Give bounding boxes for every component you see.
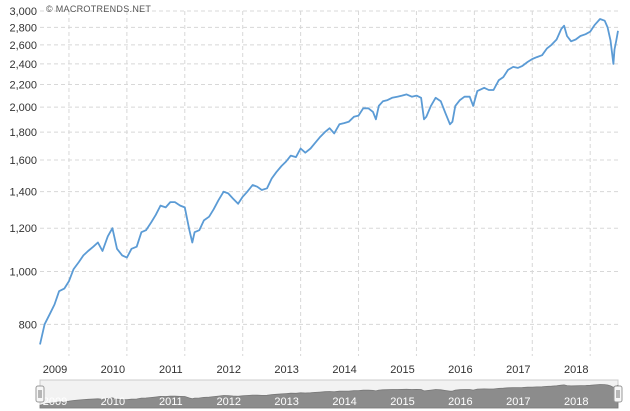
navigator-right-handle[interactable] (613, 385, 623, 403)
x-tick-label: 2011 (159, 364, 183, 376)
navigator-year-label: 2014 (332, 396, 356, 408)
navigator-year-label: 2016 (448, 396, 472, 408)
x-tick-label: 2012 (217, 364, 241, 376)
x-tick-label: 2010 (101, 364, 125, 376)
navigator-left-handle[interactable] (35, 385, 45, 403)
y-axis-tick-labels: 800 1,000 1,200 1,400 1,600 1,800 2,000 2,200 2,… (9, 6, 37, 331)
navigator-year-label: 2017 (506, 396, 530, 408)
y-tick-label: 800 (19, 319, 37, 331)
y-tick-label: 2,600 (9, 40, 37, 52)
navigator-year-label: 2012 (217, 396, 241, 408)
navigator-year-label: 2015 (390, 396, 414, 408)
y-tick-label: 1,800 (9, 127, 37, 139)
grip-handle-icon[interactable] (35, 385, 45, 403)
x-tick-label: 2018 (564, 364, 588, 376)
y-tick-label: 1,200 (9, 223, 37, 235)
navigator-year-label: 2009 (43, 396, 67, 408)
x-tick-label: 2015 (390, 364, 414, 376)
x-tick-label: 2013 (274, 364, 298, 376)
navigator-year-label: 2011 (159, 396, 183, 408)
x-tick-label: 2017 (506, 364, 530, 376)
x-axis-tick-labels: 2009 2010 2011 2012 2013 2014 2015 2016 2017 2018 (43, 364, 589, 376)
y-tick-label: 2,000 (9, 102, 37, 114)
x-tick-label: 2016 (448, 364, 472, 376)
navigator-year-label: 2010 (101, 396, 125, 408)
x-tick-label: 2014 (332, 364, 356, 376)
y-tick-label: 2,200 (9, 80, 37, 92)
y-tick-label: 1,600 (9, 155, 37, 167)
credit-label: © MACROTRENDS.NET (46, 4, 151, 14)
y-tick-label: 3,000 (9, 6, 37, 18)
vertical-gridlines (68, 11, 591, 356)
navigator-year-label: 2018 (564, 396, 588, 408)
y-tick-label: 1,400 (9, 187, 37, 199)
series-group (39, 18, 619, 345)
horizontal-gridlines (40, 10, 618, 325)
navigator-year-label: 2013 (274, 396, 298, 408)
navigator-series-area (39, 384, 619, 409)
series-line (39, 18, 619, 345)
y-tick-label: 2,400 (9, 59, 37, 71)
y-tick-label: 1,000 (9, 266, 37, 278)
y-tick-label: 2,800 (9, 22, 37, 34)
grip-handle-icon[interactable] (613, 385, 623, 403)
x-tick-label: 2009 (43, 364, 67, 376)
range-navigator[interactable]: 2009 2010 2011 2012 2013 2014 2015 2016 2017 2018 (35, 379, 623, 409)
